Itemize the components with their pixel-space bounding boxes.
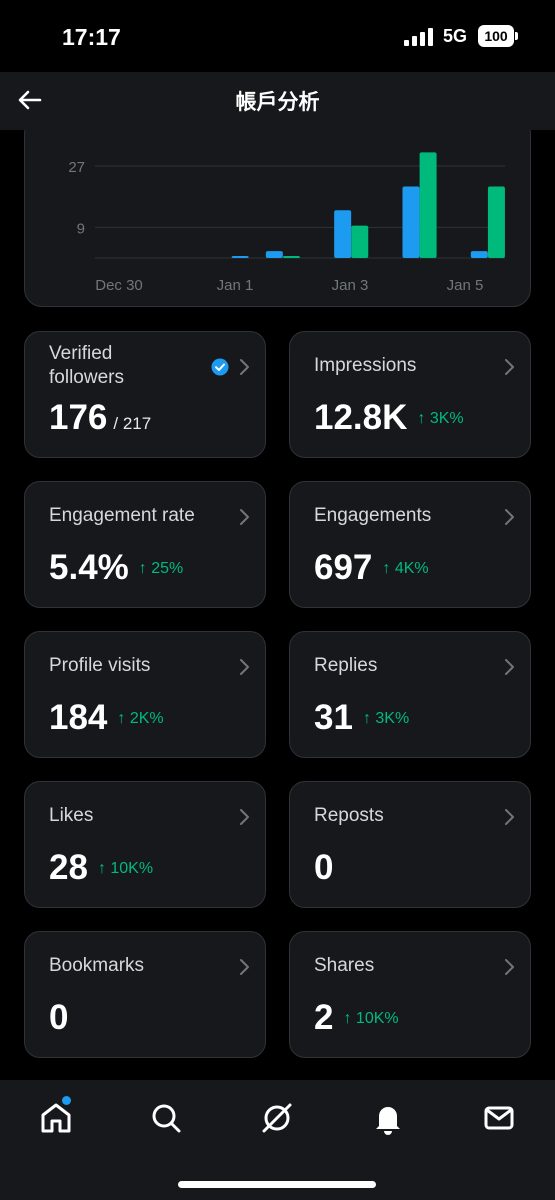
y-tick-label: 27 (68, 159, 85, 176)
network-label: 5G (443, 26, 468, 46)
chart-card: 9 27 Dec 30 Jan 1 Jan 3 Jan 5 (24, 116, 531, 307)
metric-value-row: 184 ↑ 2K% (49, 698, 164, 738)
metric-card-engagements[interactable]: Engagements 697 ↑ 4K% (289, 481, 531, 608)
metric-change: ↑ 3K% (417, 410, 464, 427)
metric-card-bookmarks[interactable]: Bookmarks 0 (24, 931, 266, 1058)
y-tick-label: 9 (77, 220, 85, 237)
metric-card-reposts[interactable]: Reposts 0 (289, 781, 531, 908)
metric-value-row: 12.8K ↑ 3K% (314, 398, 464, 438)
chevron-right-icon (505, 959, 514, 975)
status-bar: 17:17 5G 100 (0, 0, 555, 72)
blue-bar (265, 251, 283, 258)
impressions-chart: 9 27 Dec 30 Jan 1 Jan 3 Jan 5 (68, 152, 505, 294)
signal-icon (404, 28, 433, 46)
metric-value: 5.4% (49, 548, 129, 587)
metric-change: ↑ 25% (138, 560, 184, 577)
metric-value: 176 (49, 398, 108, 437)
metric-value: 2 (314, 998, 334, 1037)
metric-value-row: 31 ↑ 3K% (314, 698, 409, 738)
metric-label: Impressions (314, 355, 417, 376)
metric-value-row: 697 ↑ 4K% (314, 548, 429, 588)
metric-card-replies[interactable]: Replies 31 ↑ 3K% (289, 631, 531, 758)
metric-change: ↑ 10K% (343, 1010, 399, 1027)
metric-value-row: 176 / 217 (49, 398, 151, 438)
metric-card-impressions[interactable]: Impressions 12.8K ↑ 3K% (289, 331, 531, 458)
metric-label: Replies (314, 655, 378, 676)
chevron-right-icon (240, 659, 249, 675)
blue-bar (402, 186, 420, 258)
metric-card-engagement-rate[interactable]: Engagement rate 5.4% ↑ 25% (24, 481, 266, 608)
app-header: 帳戶分析 (0, 72, 555, 130)
chevron-right-icon (505, 509, 514, 525)
metric-value-row: 0 (314, 848, 333, 888)
verified-badge-icon (211, 358, 229, 376)
chevron-right-icon (505, 659, 514, 675)
metric-value: 31 (314, 698, 353, 737)
battery-icon: 100 (478, 25, 514, 47)
grok-icon[interactable] (259, 1100, 295, 1136)
chevron-right-icon (505, 809, 514, 825)
bottom-nav (0, 1080, 555, 1200)
metric-value-row: 5.4% ↑ 25% (49, 548, 183, 588)
metric-value: 0 (49, 998, 69, 1037)
metric-label: Profile visits (49, 655, 151, 676)
metric-label: Reposts (314, 805, 384, 826)
status-time: 17:17 (62, 24, 121, 50)
blue-bar (470, 251, 488, 258)
back-arrow-icon[interactable] (14, 84, 46, 116)
metric-change: ↑ 3K% (362, 710, 410, 727)
metric-value: 28 (49, 848, 88, 887)
home-indicator (178, 1181, 376, 1188)
chevron-right-icon (240, 959, 249, 975)
metric-label: Engagements (314, 505, 432, 526)
chevron-right-icon (505, 359, 514, 375)
metric-change: ↑ 4K% (382, 560, 429, 577)
metric-value-row: 28 ↑ 10K% (49, 848, 153, 888)
x-tick-label: Jan 1 (217, 277, 254, 294)
chevron-right-icon (240, 359, 249, 375)
metric-card-shares[interactable]: Shares 2 ↑ 10K% (289, 931, 531, 1058)
metric-value: 184 (49, 698, 108, 737)
metric-value-row: 2 ↑ 10K% (314, 998, 399, 1038)
metric-card-verified-followers[interactable]: Verified followers 176 / 217 (24, 331, 266, 458)
metric-value-row: 0 (49, 998, 68, 1038)
metric-change: ↑ 2K% (117, 710, 164, 727)
chevron-right-icon (240, 509, 249, 525)
x-tick-label: Dec 30 (95, 277, 143, 294)
metric-label: Shares (314, 955, 375, 976)
green-bar (282, 255, 300, 258)
metric-card-likes[interactable]: Likes 28 ↑ 10K% (24, 781, 266, 908)
x-tick-label: Jan 3 (332, 277, 369, 294)
x-tick-label: Jan 5 (447, 277, 484, 294)
messages-icon[interactable] (481, 1100, 517, 1136)
metric-card-profile-visits[interactable]: Profile visits 184 ↑ 2K% (24, 631, 266, 758)
search-icon[interactable] (148, 1100, 184, 1136)
green-bar (487, 186, 505, 258)
notifications-icon[interactable] (370, 1100, 406, 1136)
metric-value: 12.8K (314, 398, 408, 437)
metric-total: / 217 (113, 414, 152, 433)
green-bar (419, 152, 437, 258)
metric-label: Verified followers (49, 343, 124, 388)
metric-change: ↑ 10K% (97, 860, 154, 877)
metric-label: Likes (49, 805, 94, 826)
blue-bar (334, 210, 352, 258)
metric-label: Bookmarks (49, 955, 145, 976)
metric-value: 697 (314, 548, 373, 587)
metric-label: Engagement rate (49, 505, 195, 526)
battery-tip (515, 32, 518, 40)
metric-value: 0 (314, 848, 334, 887)
blue-bar (231, 255, 249, 258)
home-notification-dot (62, 1096, 71, 1105)
chevron-right-icon (240, 809, 249, 825)
page-title: 帳戶分析 (235, 91, 320, 114)
green-bar (351, 225, 369, 258)
home-icon[interactable] (38, 1100, 74, 1136)
